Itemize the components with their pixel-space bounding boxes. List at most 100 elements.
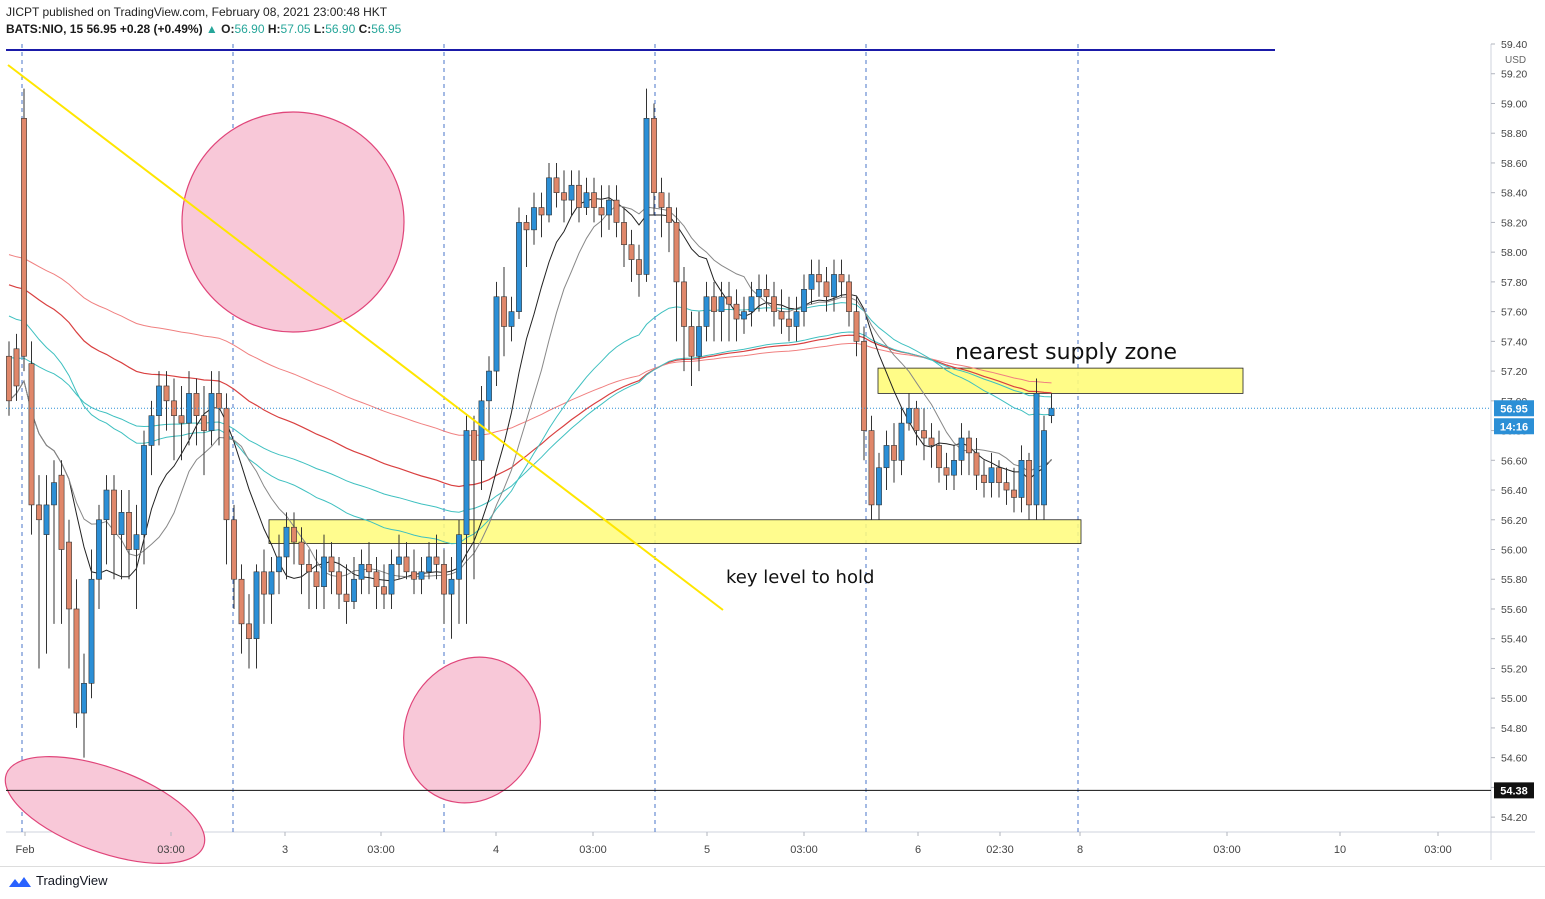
y-tick-label: 55.00 xyxy=(1501,693,1527,705)
candle-body xyxy=(951,460,957,476)
candle-body xyxy=(313,571,320,587)
candle xyxy=(426,542,432,580)
candle xyxy=(681,267,687,372)
footer: TradingView xyxy=(0,866,1545,899)
candle xyxy=(351,556,357,609)
candle xyxy=(66,519,72,669)
candle xyxy=(1033,378,1040,520)
candle-body xyxy=(283,526,290,558)
candle-body xyxy=(973,452,980,476)
candle xyxy=(1026,452,1032,520)
candle xyxy=(636,244,642,297)
y-tick-label: 56.20 xyxy=(1501,515,1527,527)
candle xyxy=(793,296,800,342)
candle-body xyxy=(643,118,650,275)
candle-body xyxy=(163,385,170,402)
candle-body xyxy=(726,296,732,305)
supply-zone-box xyxy=(877,367,1244,394)
candle-body xyxy=(111,489,117,535)
candle xyxy=(763,274,770,312)
candle-body xyxy=(373,571,380,587)
candle xyxy=(613,185,620,238)
candle-body xyxy=(688,326,695,357)
candle-body xyxy=(1003,482,1010,491)
currency-label: USD xyxy=(1505,55,1526,66)
tradingview-logo-icon xyxy=(9,876,31,887)
candle xyxy=(996,460,1002,498)
candle-body xyxy=(756,289,762,298)
candle-body xyxy=(838,274,845,283)
candle-body xyxy=(246,623,252,640)
candle-body xyxy=(351,578,357,602)
candle xyxy=(373,556,380,609)
candle xyxy=(778,289,785,334)
candle xyxy=(898,408,905,476)
candle xyxy=(1018,445,1025,513)
candle xyxy=(951,445,957,491)
downtrend-line xyxy=(7,64,724,611)
candle-body xyxy=(238,578,245,625)
candle xyxy=(688,311,695,386)
candle xyxy=(283,512,290,580)
candle-body xyxy=(441,564,447,595)
candle xyxy=(1003,467,1010,505)
candle xyxy=(388,549,395,609)
candle-body xyxy=(621,222,627,246)
candle xyxy=(883,430,890,491)
candle-body xyxy=(718,296,725,312)
x-tick-label: 02:30 xyxy=(986,844,1014,856)
candle xyxy=(876,452,882,520)
ema-teal-line-2 xyxy=(8,331,1052,513)
y-tick-label: 55.40 xyxy=(1501,634,1527,646)
candle xyxy=(853,296,860,357)
candle-body xyxy=(636,259,642,275)
candle xyxy=(936,430,942,483)
candle xyxy=(396,534,402,580)
candle xyxy=(358,549,365,595)
candle-body xyxy=(126,512,132,550)
candle-body xyxy=(748,296,755,312)
tradingview-brand[interactable]: TradingView xyxy=(8,873,108,889)
candle xyxy=(808,259,815,305)
candle-body xyxy=(261,571,267,595)
candle-body xyxy=(733,303,740,320)
candle-body xyxy=(1033,393,1040,506)
candle xyxy=(726,281,732,342)
candle xyxy=(313,549,320,609)
candle-body xyxy=(343,593,350,602)
candle-body xyxy=(43,504,50,535)
candle xyxy=(831,259,837,312)
candle xyxy=(193,378,200,446)
candle xyxy=(103,475,110,565)
x-tick-label: 03:00 xyxy=(367,844,395,856)
candle xyxy=(21,88,27,372)
candle-body xyxy=(298,541,305,565)
price-chart[interactable]: nearest supply zone key level to hold 59.4… xyxy=(0,0,1545,866)
candle-body xyxy=(493,296,500,372)
candle-body xyxy=(13,348,20,387)
publisher-line: JICPT published on TradingView.com, Febr… xyxy=(6,5,388,19)
candle-body xyxy=(58,474,65,550)
candle-body xyxy=(771,296,777,312)
ema-salmon-line xyxy=(8,254,1052,437)
candle-body xyxy=(778,311,785,320)
candle xyxy=(868,415,875,520)
candle xyxy=(486,356,492,431)
candle xyxy=(546,162,552,223)
candle xyxy=(943,452,950,491)
candle xyxy=(981,460,987,498)
candle-body xyxy=(88,578,95,684)
candle-body xyxy=(36,504,42,521)
candle xyxy=(6,341,12,416)
candle-body xyxy=(876,467,882,506)
candle xyxy=(1048,393,1055,424)
candle-body xyxy=(786,318,792,327)
candle xyxy=(13,333,20,401)
key-level-box xyxy=(268,519,1082,544)
candle xyxy=(178,385,185,461)
candle xyxy=(628,229,635,282)
candle-body xyxy=(21,118,27,357)
candle-body xyxy=(478,400,485,461)
x-tick-label: Feb xyxy=(16,844,35,856)
ema-red-line xyxy=(8,284,1052,488)
